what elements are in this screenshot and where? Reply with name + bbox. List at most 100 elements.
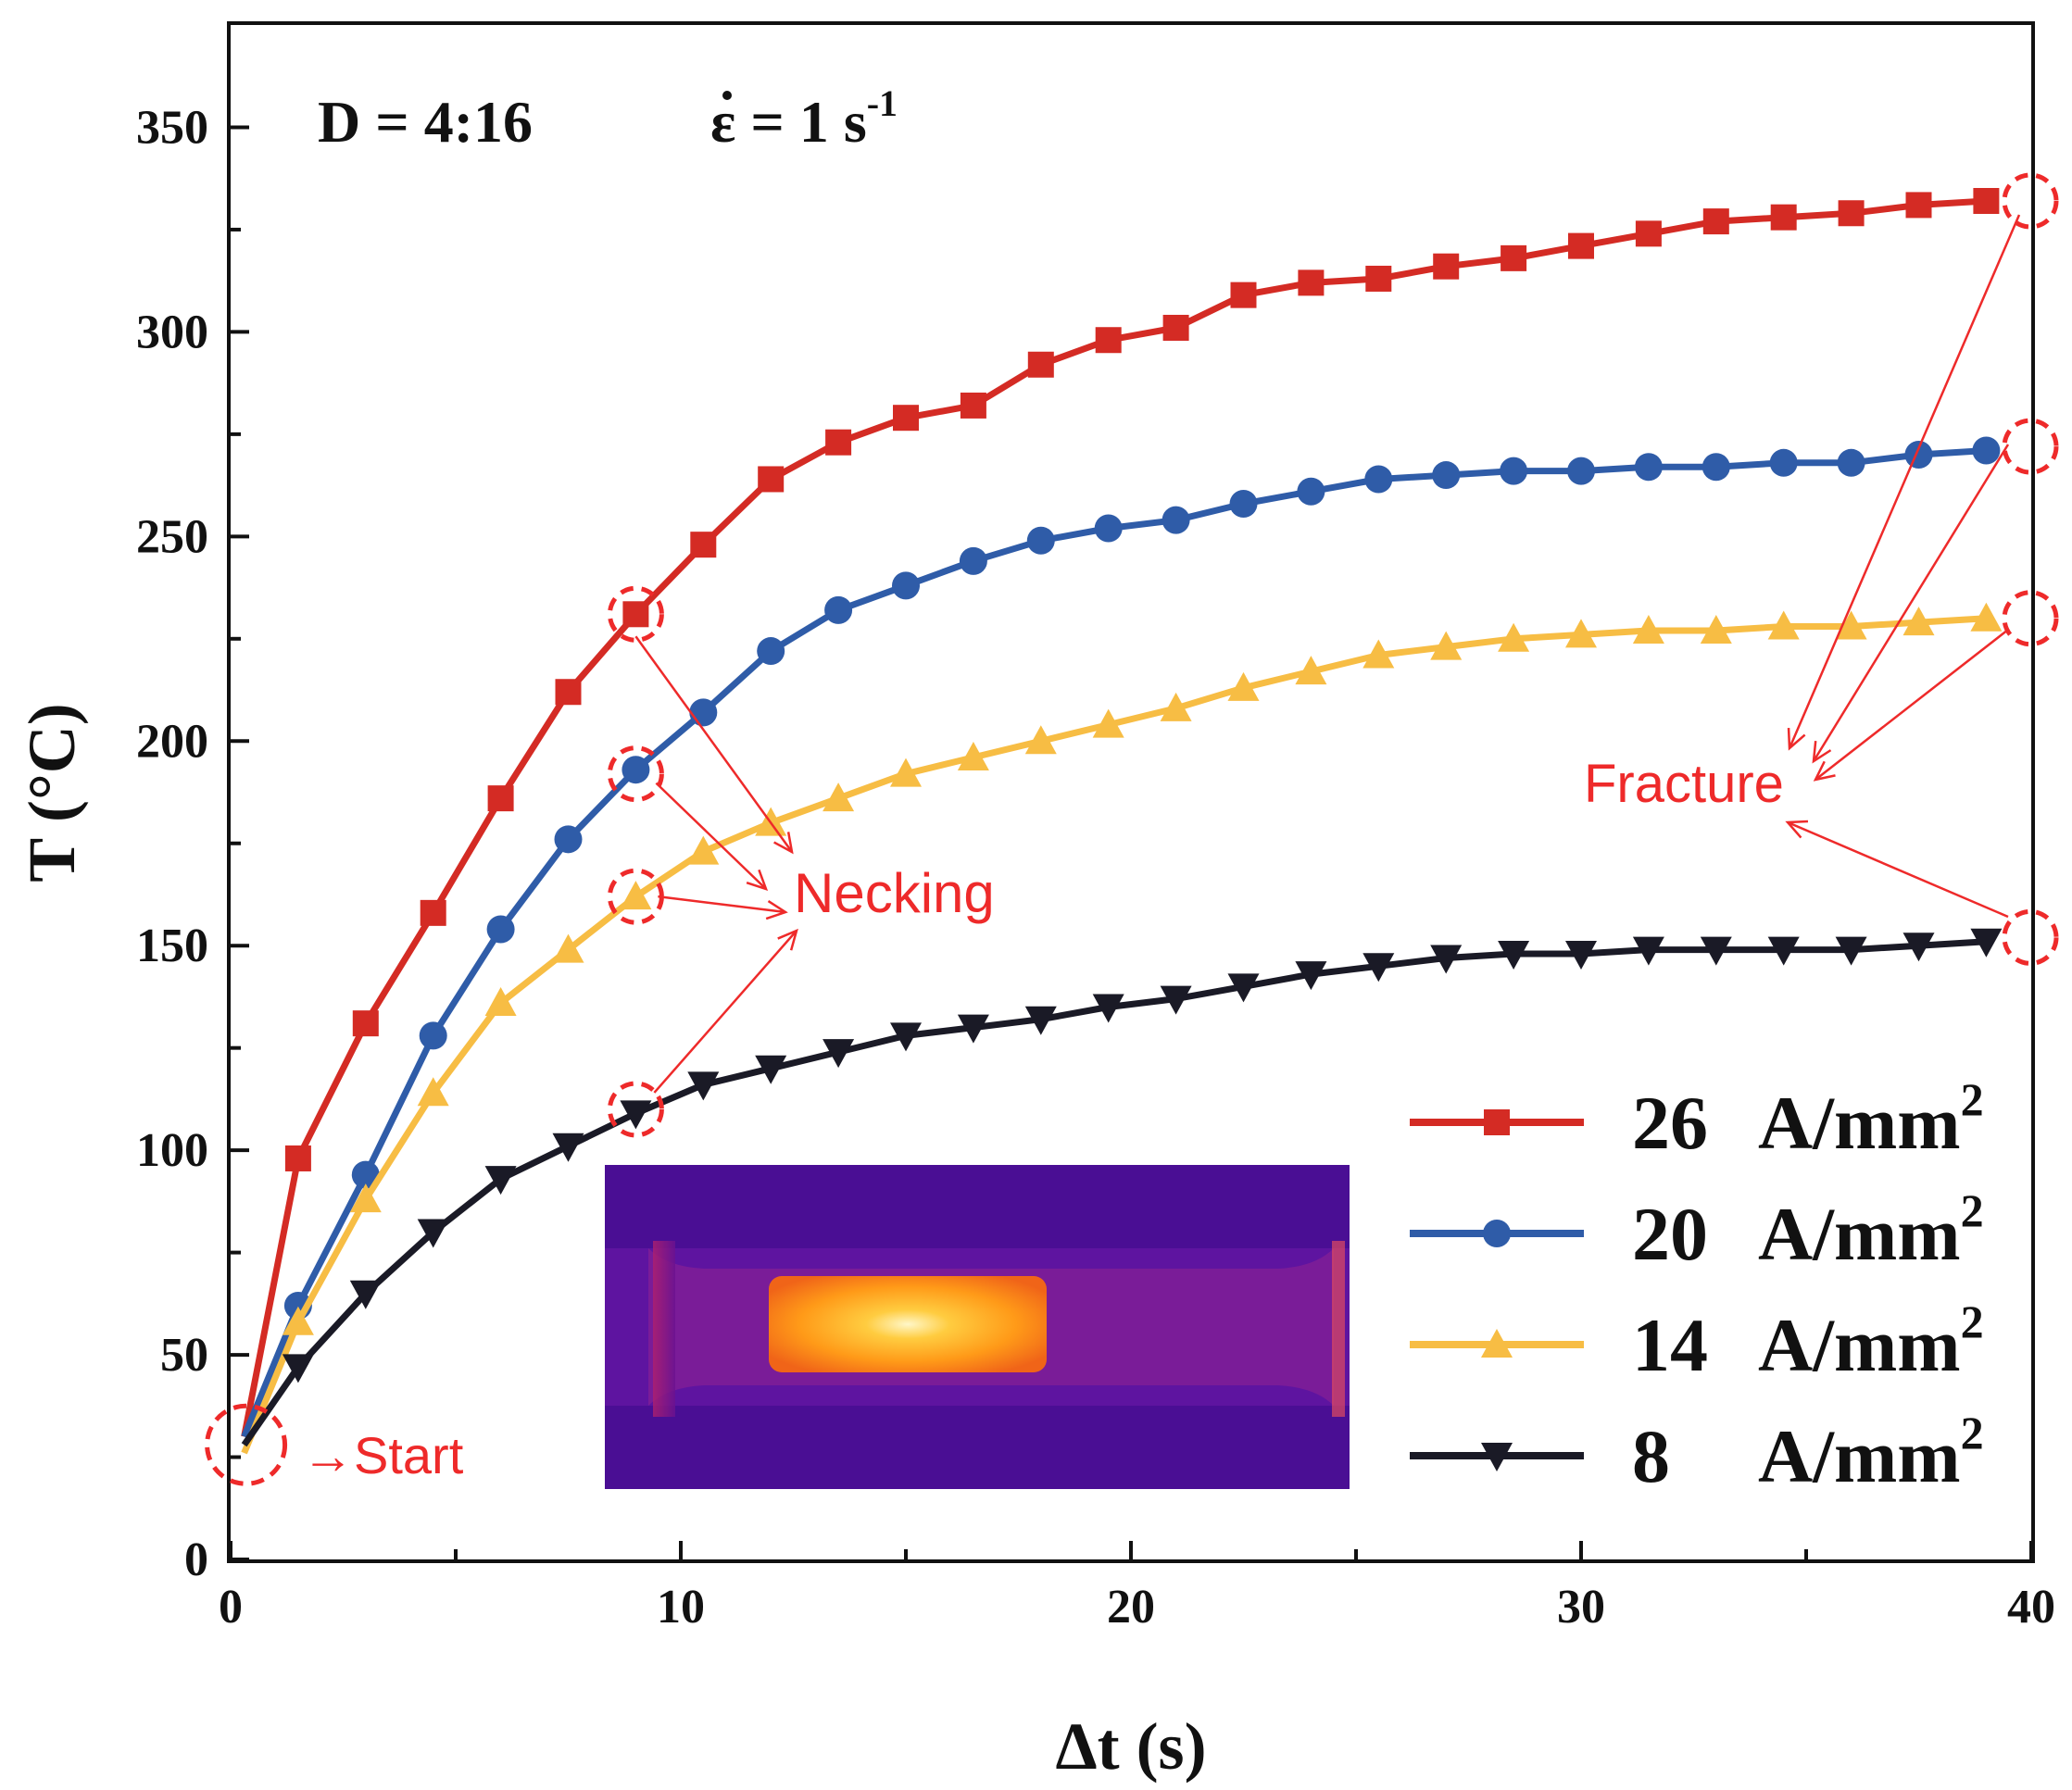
strain-rate-exponent: -1 [867, 82, 898, 124]
data-point [620, 881, 652, 910]
legend-label: 14 A/mm2 [1632, 1296, 1984, 1387]
data-point [893, 405, 919, 432]
data-point [1970, 602, 2003, 632]
y-tick-label: 50 [160, 1329, 208, 1382]
legend-unit: A/mm [1758, 1414, 1961, 1498]
data-point [957, 1014, 989, 1044]
y-tick-label: 350 [136, 101, 208, 154]
data-point [284, 1145, 311, 1171]
arrow-head [746, 869, 769, 891]
data-point [1904, 440, 1933, 469]
legend-item-20: 20 A/mm2 [1410, 1184, 1984, 1276]
legend-unit-exponent: 2 [1961, 1073, 1984, 1125]
data-point [758, 466, 785, 493]
arrow-shaft [655, 782, 767, 890]
data-point [1702, 208, 1729, 235]
data-point [1632, 936, 1664, 966]
data-point [1092, 994, 1124, 1023]
data-point [957, 741, 989, 770]
data-point [1835, 610, 1867, 640]
data-point [890, 1022, 922, 1052]
data-point [755, 1055, 787, 1084]
arrow-shaft [1815, 629, 2009, 781]
x-tick-label: 0 [219, 1581, 243, 1634]
fracture-label: Fracture [1584, 754, 1784, 814]
data-point [1094, 514, 1123, 543]
data-point [487, 785, 514, 812]
data-point [1298, 269, 1325, 296]
legend-marker [1483, 1220, 1511, 1247]
data-point [890, 757, 922, 787]
x-tick-label: 20 [1107, 1581, 1155, 1634]
legend-marker [1481, 1443, 1513, 1471]
data-point [554, 825, 583, 854]
data-point [420, 899, 446, 926]
data-point [1227, 973, 1260, 1003]
data-point [620, 1100, 652, 1130]
legend-unit: A/mm [1758, 1081, 1961, 1165]
data-point [282, 1306, 314, 1335]
legend-marker [1481, 1329, 1513, 1358]
data-point [352, 1010, 379, 1037]
data-point [555, 679, 582, 706]
plot-title-left: D = 4:16 [318, 89, 533, 155]
arrow-head [773, 832, 794, 855]
arrow-head [1813, 760, 1836, 782]
data-point [687, 1071, 720, 1101]
data-point [282, 1354, 314, 1383]
data-point [1565, 619, 1597, 648]
data-point [1837, 448, 1865, 477]
data-point [823, 1039, 855, 1069]
data-point [1970, 928, 2003, 958]
series-20 [241, 436, 2001, 1438]
data-point [1972, 436, 2001, 465]
necking-circle [607, 585, 664, 643]
data-point [825, 429, 852, 456]
data-point [1297, 477, 1325, 506]
data-point [1632, 614, 1664, 644]
data-point [1295, 656, 1327, 685]
data-point [1027, 351, 1054, 378]
fracture-arrow [1785, 820, 2009, 919]
fracture-circle [2002, 590, 2059, 647]
data-point [484, 987, 517, 1017]
data-point [1365, 265, 1392, 292]
data-point [1092, 708, 1124, 738]
necking-arrow [634, 635, 794, 855]
legend-label: 26 A/mm2 [1632, 1073, 1984, 1165]
arrow-shaft [1787, 820, 2009, 919]
data-point [484, 1166, 517, 1195]
data-point [622, 756, 650, 784]
data-point [1973, 188, 2000, 215]
fracture-arrow [1787, 214, 2021, 751]
start-circle [205, 1403, 288, 1486]
data-point [1430, 631, 1463, 660]
legend-marker [1484, 1109, 1510, 1135]
series-26 [241, 188, 2000, 1438]
data-point [1902, 933, 1935, 962]
data-point [1635, 220, 1662, 247]
fracture-circle [2002, 418, 2059, 475]
data-point [1364, 465, 1393, 494]
necking-arrow [653, 928, 798, 1094]
data-point [486, 915, 515, 944]
svg-text:ε = 1 s-1: ε = 1 s-1 [710, 82, 898, 155]
axes: 0 10 20 30 40 0 50 100 150 200 250 300 350 [136, 101, 2055, 1634]
data-point [417, 1219, 449, 1248]
arrow-shaft [658, 895, 786, 914]
data-point [689, 698, 718, 727]
legend-unit: A/mm [1758, 1192, 1961, 1276]
data-point [1162, 314, 1189, 341]
start-label: →Start [302, 1426, 464, 1484]
data-point [1433, 253, 1460, 280]
x-tick-label: 40 [2007, 1581, 2055, 1634]
y-axis-label: T (°C) [15, 703, 89, 882]
legend-item-14: 14 A/mm2 [1410, 1296, 1984, 1387]
thermal-inset-image [605, 1165, 1350, 1489]
data-point [1501, 244, 1527, 271]
strain-rate-symbol: ε [710, 89, 735, 155]
arrow-head [1787, 727, 1806, 751]
strain-rate-value: = 1 s [735, 89, 866, 155]
arrow-head [1812, 740, 1832, 764]
